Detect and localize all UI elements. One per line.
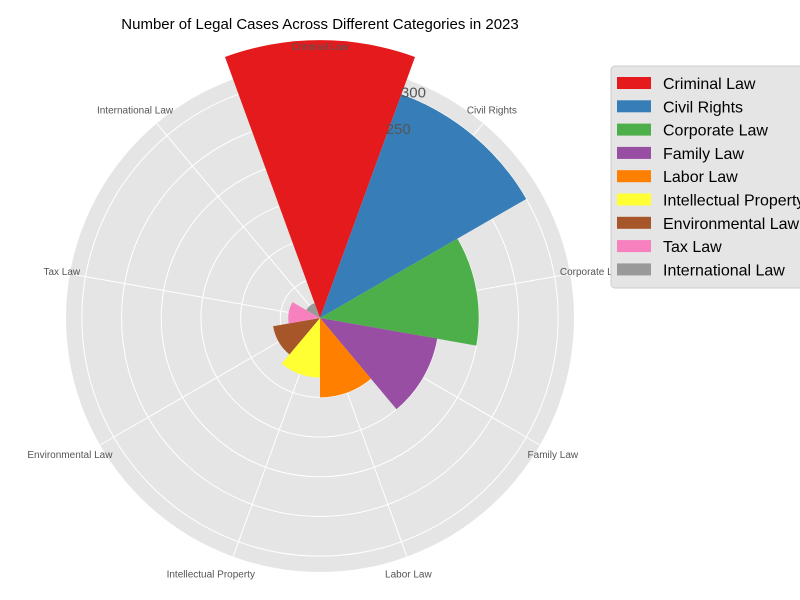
legend-swatch-criminal-law xyxy=(617,77,651,89)
category-label-intellectual-property: Intellectual Property xyxy=(167,570,255,581)
category-label-civil-rights: Civil Rights xyxy=(467,106,517,117)
legend-label-environmental-law: Environmental Law xyxy=(663,216,800,233)
category-label-criminal-law: Criminal Law xyxy=(291,42,350,53)
legend-swatch-civil-rights xyxy=(617,100,651,113)
bar-corporate-law xyxy=(320,238,479,346)
legend-items: Criminal Law Civil Rights Corporate Law Fam… xyxy=(617,76,800,279)
bar-labor-law xyxy=(320,318,372,398)
bar-tax-law xyxy=(288,302,320,324)
legend: Criminal Law Civil Rights Corporate Law Fam… xyxy=(610,65,800,289)
bar-international-law xyxy=(306,303,320,318)
angular-gridline-7 xyxy=(69,273,321,319)
radial-tick-label-5: 300 xyxy=(401,84,426,101)
category-label-international-law: International Law xyxy=(97,106,174,117)
legend-swatch-labor-law xyxy=(617,170,651,183)
bar-family-law xyxy=(320,318,438,410)
legend-label-criminal-law: Criminal Law xyxy=(663,76,756,93)
legend-label-tax-law: Tax Law xyxy=(663,239,722,256)
legend-swatch-corporate-law xyxy=(617,123,651,136)
category-label-environmental-law: Environmental Law xyxy=(27,450,113,461)
plot-area: 250 300 Criminal Law Civil Rights Corporate … xyxy=(27,40,626,581)
category-label-labor-law: Labor Law xyxy=(385,570,432,581)
legend-label-international-law: International Law xyxy=(663,262,785,279)
legend-label-family-law: Family Law xyxy=(663,146,744,163)
radial-tick-label-4: 250 xyxy=(386,121,411,138)
chart-title: Number of Legal Cases Across Different C… xyxy=(121,16,518,33)
legend-swatch-environmental-law xyxy=(617,216,651,229)
legend-label-civil-rights: Civil Rights xyxy=(663,99,743,116)
bar-intellectual-property xyxy=(281,318,320,378)
category-label-tax-law: Tax Law xyxy=(43,267,80,278)
angular-gridline-8 xyxy=(156,123,321,319)
bar-environmental-law xyxy=(273,318,320,355)
legend-swatch-family-law xyxy=(617,146,651,159)
legend-swatch-tax-law xyxy=(617,240,651,253)
category-label-family-law: Family Law xyxy=(528,450,579,461)
legend-label-labor-law: Labor Law xyxy=(663,169,738,186)
legend-frame xyxy=(610,65,800,289)
legend-label-intellectual-property: Intellectual Property xyxy=(663,193,800,210)
category-label-corporate-law: Corporate Law xyxy=(560,267,626,278)
legend-swatch-intellectual-property xyxy=(617,193,651,206)
bar-civil-rights xyxy=(320,94,527,319)
legend-swatch-international-law xyxy=(617,263,651,276)
legend-label-corporate-law: Corporate Law xyxy=(663,123,768,140)
bar-criminal-law xyxy=(224,40,416,318)
